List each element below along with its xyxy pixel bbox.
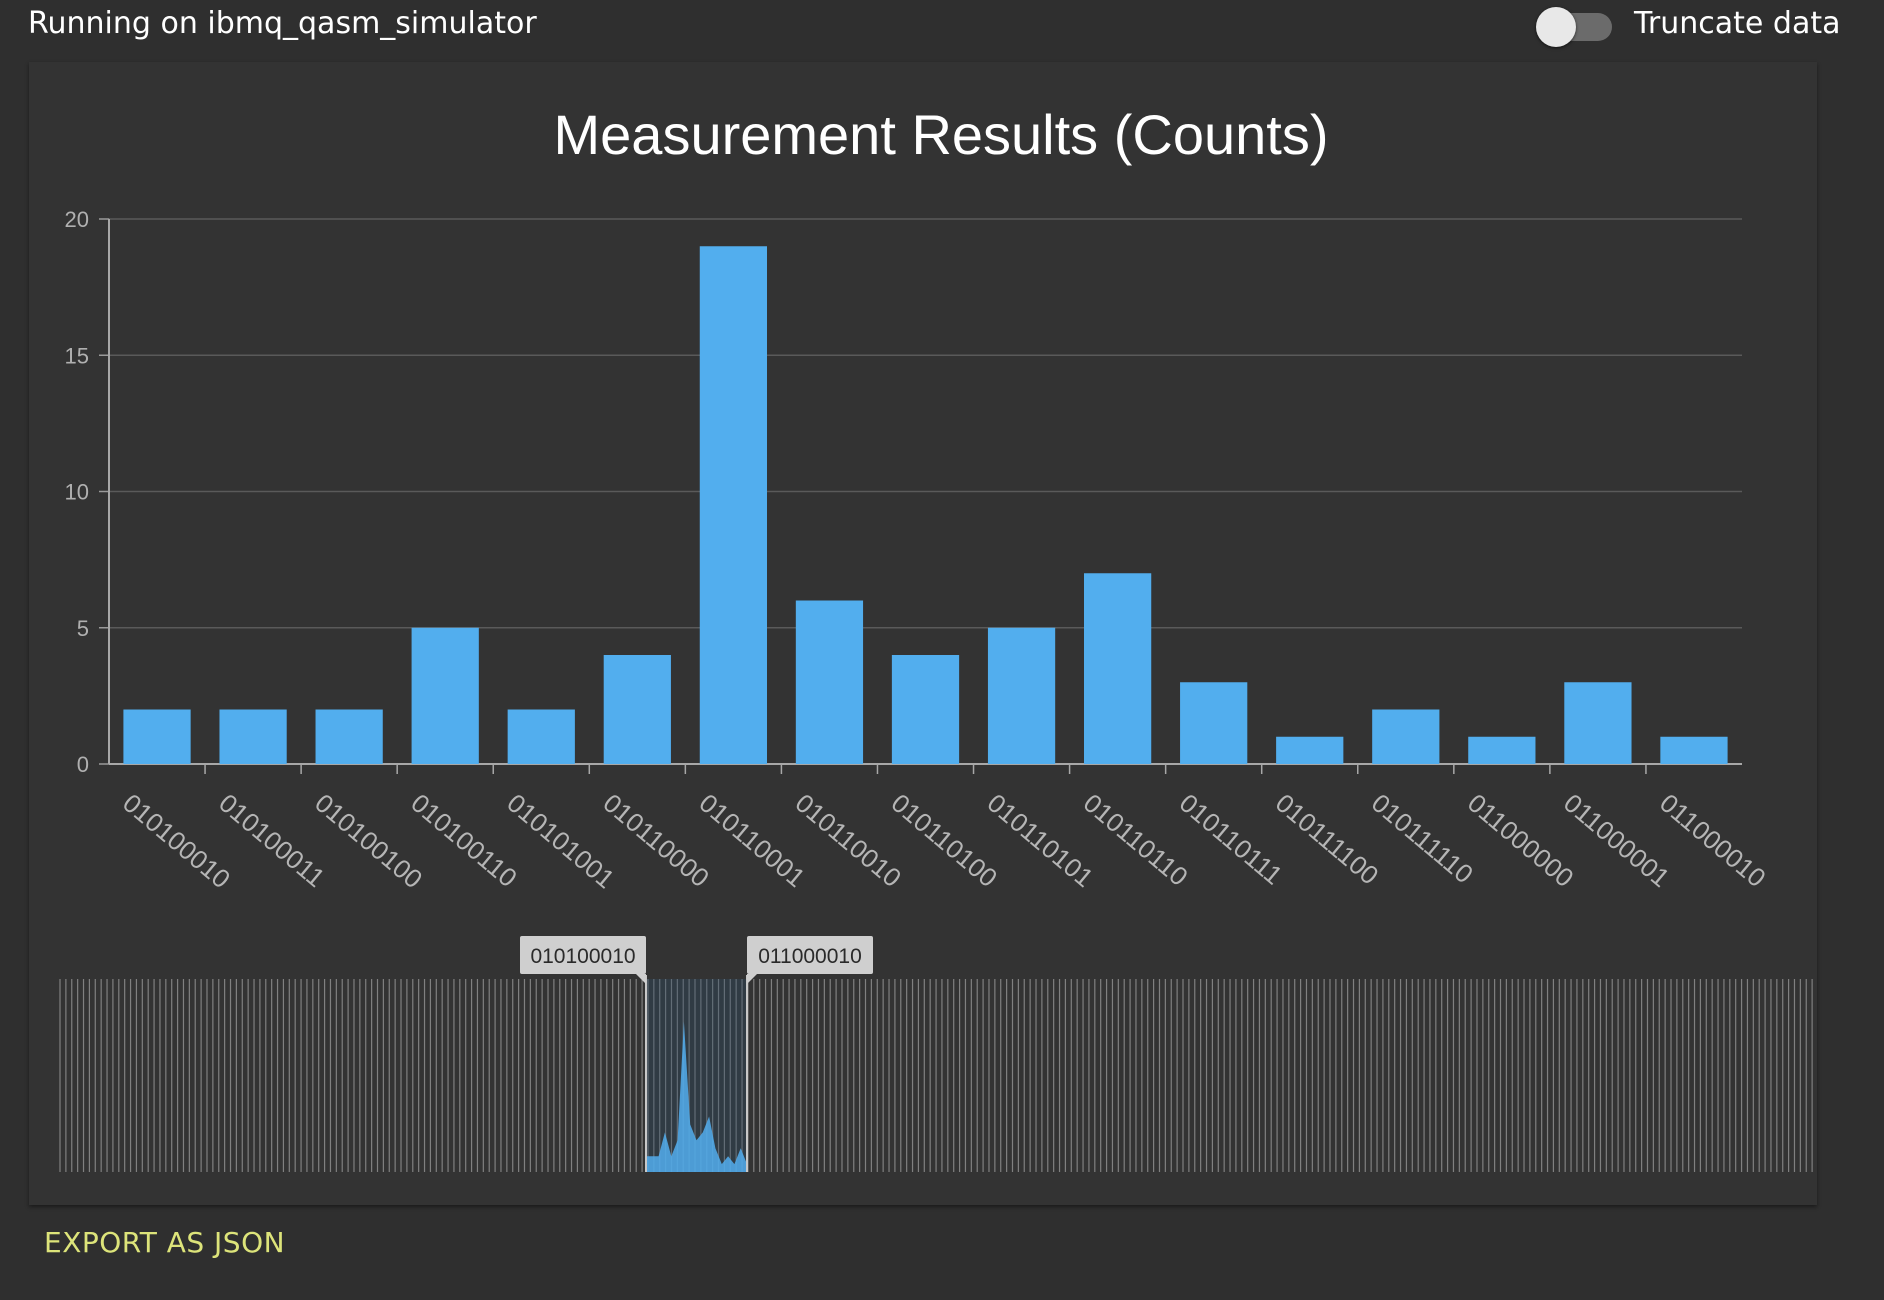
y-tick-label: 5 — [77, 616, 89, 641]
y-tick-label: 20 — [65, 207, 89, 232]
range-start-tooltip[interactable]: 010100010 — [520, 936, 646, 984]
x-tick-label: 011000000 — [1462, 788, 1580, 893]
x-tick-label: 010110111 — [1174, 788, 1289, 891]
chart-title: Measurement Results (Counts) — [554, 103, 1329, 166]
bar-010110010[interactable] — [795, 600, 864, 765]
x-tick-label: 011000001 — [1558, 788, 1676, 893]
truncate-data-toggle[interactable] — [1536, 6, 1616, 47]
bar-010111110[interactable] — [1372, 709, 1440, 765]
bar-010100010[interactable] — [123, 709, 191, 765]
y-tick-label: 15 — [65, 343, 89, 368]
bar-010110001[interactable] — [699, 246, 768, 764]
range-end-tooltip[interactable]: 011000010 — [747, 936, 873, 984]
truncate-data-label: Truncate data — [1634, 6, 1841, 41]
bar-010110110[interactable] — [1083, 573, 1152, 764]
x-tick-label: 010110110 — [1078, 788, 1194, 892]
grid-lines — [109, 218, 1742, 629]
bar-010111100[interactable] — [1276, 736, 1344, 764]
x-tick-label: 010111100 — [1270, 788, 1385, 891]
minimap-area — [646, 1021, 747, 1172]
range-end-tooltip-text: 011000010 — [758, 945, 862, 968]
bar-010101001[interactable] — [507, 709, 575, 765]
range-start-tooltip-pointer — [636, 974, 646, 984]
range-start-tooltip-text: 010100010 — [530, 945, 635, 968]
x-tick-labels: 0101000100101000110101001000101001100101… — [117, 788, 1771, 895]
y-tick-label: 10 — [65, 480, 89, 505]
range-start-tooltip-box — [520, 936, 646, 974]
bars — [123, 246, 1728, 765]
x-tick-label: 010110100 — [886, 788, 1004, 893]
export-json-button[interactable]: EXPORT AS JSON — [44, 1226, 286, 1259]
y-tick-label: 0 — [77, 752, 89, 777]
x-tick-label: 010110101 — [982, 788, 1100, 893]
bar-010110100[interactable] — [891, 655, 960, 764]
bar-010100100[interactable] — [315, 709, 383, 765]
bar-010100011[interactable] — [219, 709, 287, 765]
range-end-tooltip-box — [747, 936, 873, 974]
bar-011000010[interactable] — [1660, 736, 1728, 764]
x-tick-label: 010110001 — [694, 788, 812, 893]
x-tick-label: 010111110 — [1366, 788, 1479, 890]
bar-011000000[interactable] — [1468, 736, 1536, 764]
selection-window[interactable] — [646, 979, 747, 1172]
backend-status-label: Running on ibmq_qasm_simulator — [28, 6, 537, 41]
bar-010110000[interactable] — [603, 655, 671, 764]
chart-card: Measurement Results (Counts) 0 5 10 15 20 01… — [29, 62, 1817, 1205]
toggle-knob[interactable] — [1536, 7, 1576, 47]
bar-010110101[interactable] — [987, 627, 1056, 764]
x-tick-label: 010110010 — [790, 788, 908, 893]
x-tick-label: 011000010 — [1654, 788, 1772, 893]
bar-010100110[interactable] — [411, 627, 479, 764]
range-end-tooltip-pointer — [747, 974, 757, 984]
measurement-chart: Measurement Results (Counts) 0 5 10 15 20 01… — [59, 103, 1817, 1172]
bar-010110111[interactable] — [1180, 682, 1248, 764]
bar-011000001[interactable] — [1564, 682, 1632, 764]
range-selector[interactable]: 010100010 011000010 — [59, 936, 1817, 1172]
